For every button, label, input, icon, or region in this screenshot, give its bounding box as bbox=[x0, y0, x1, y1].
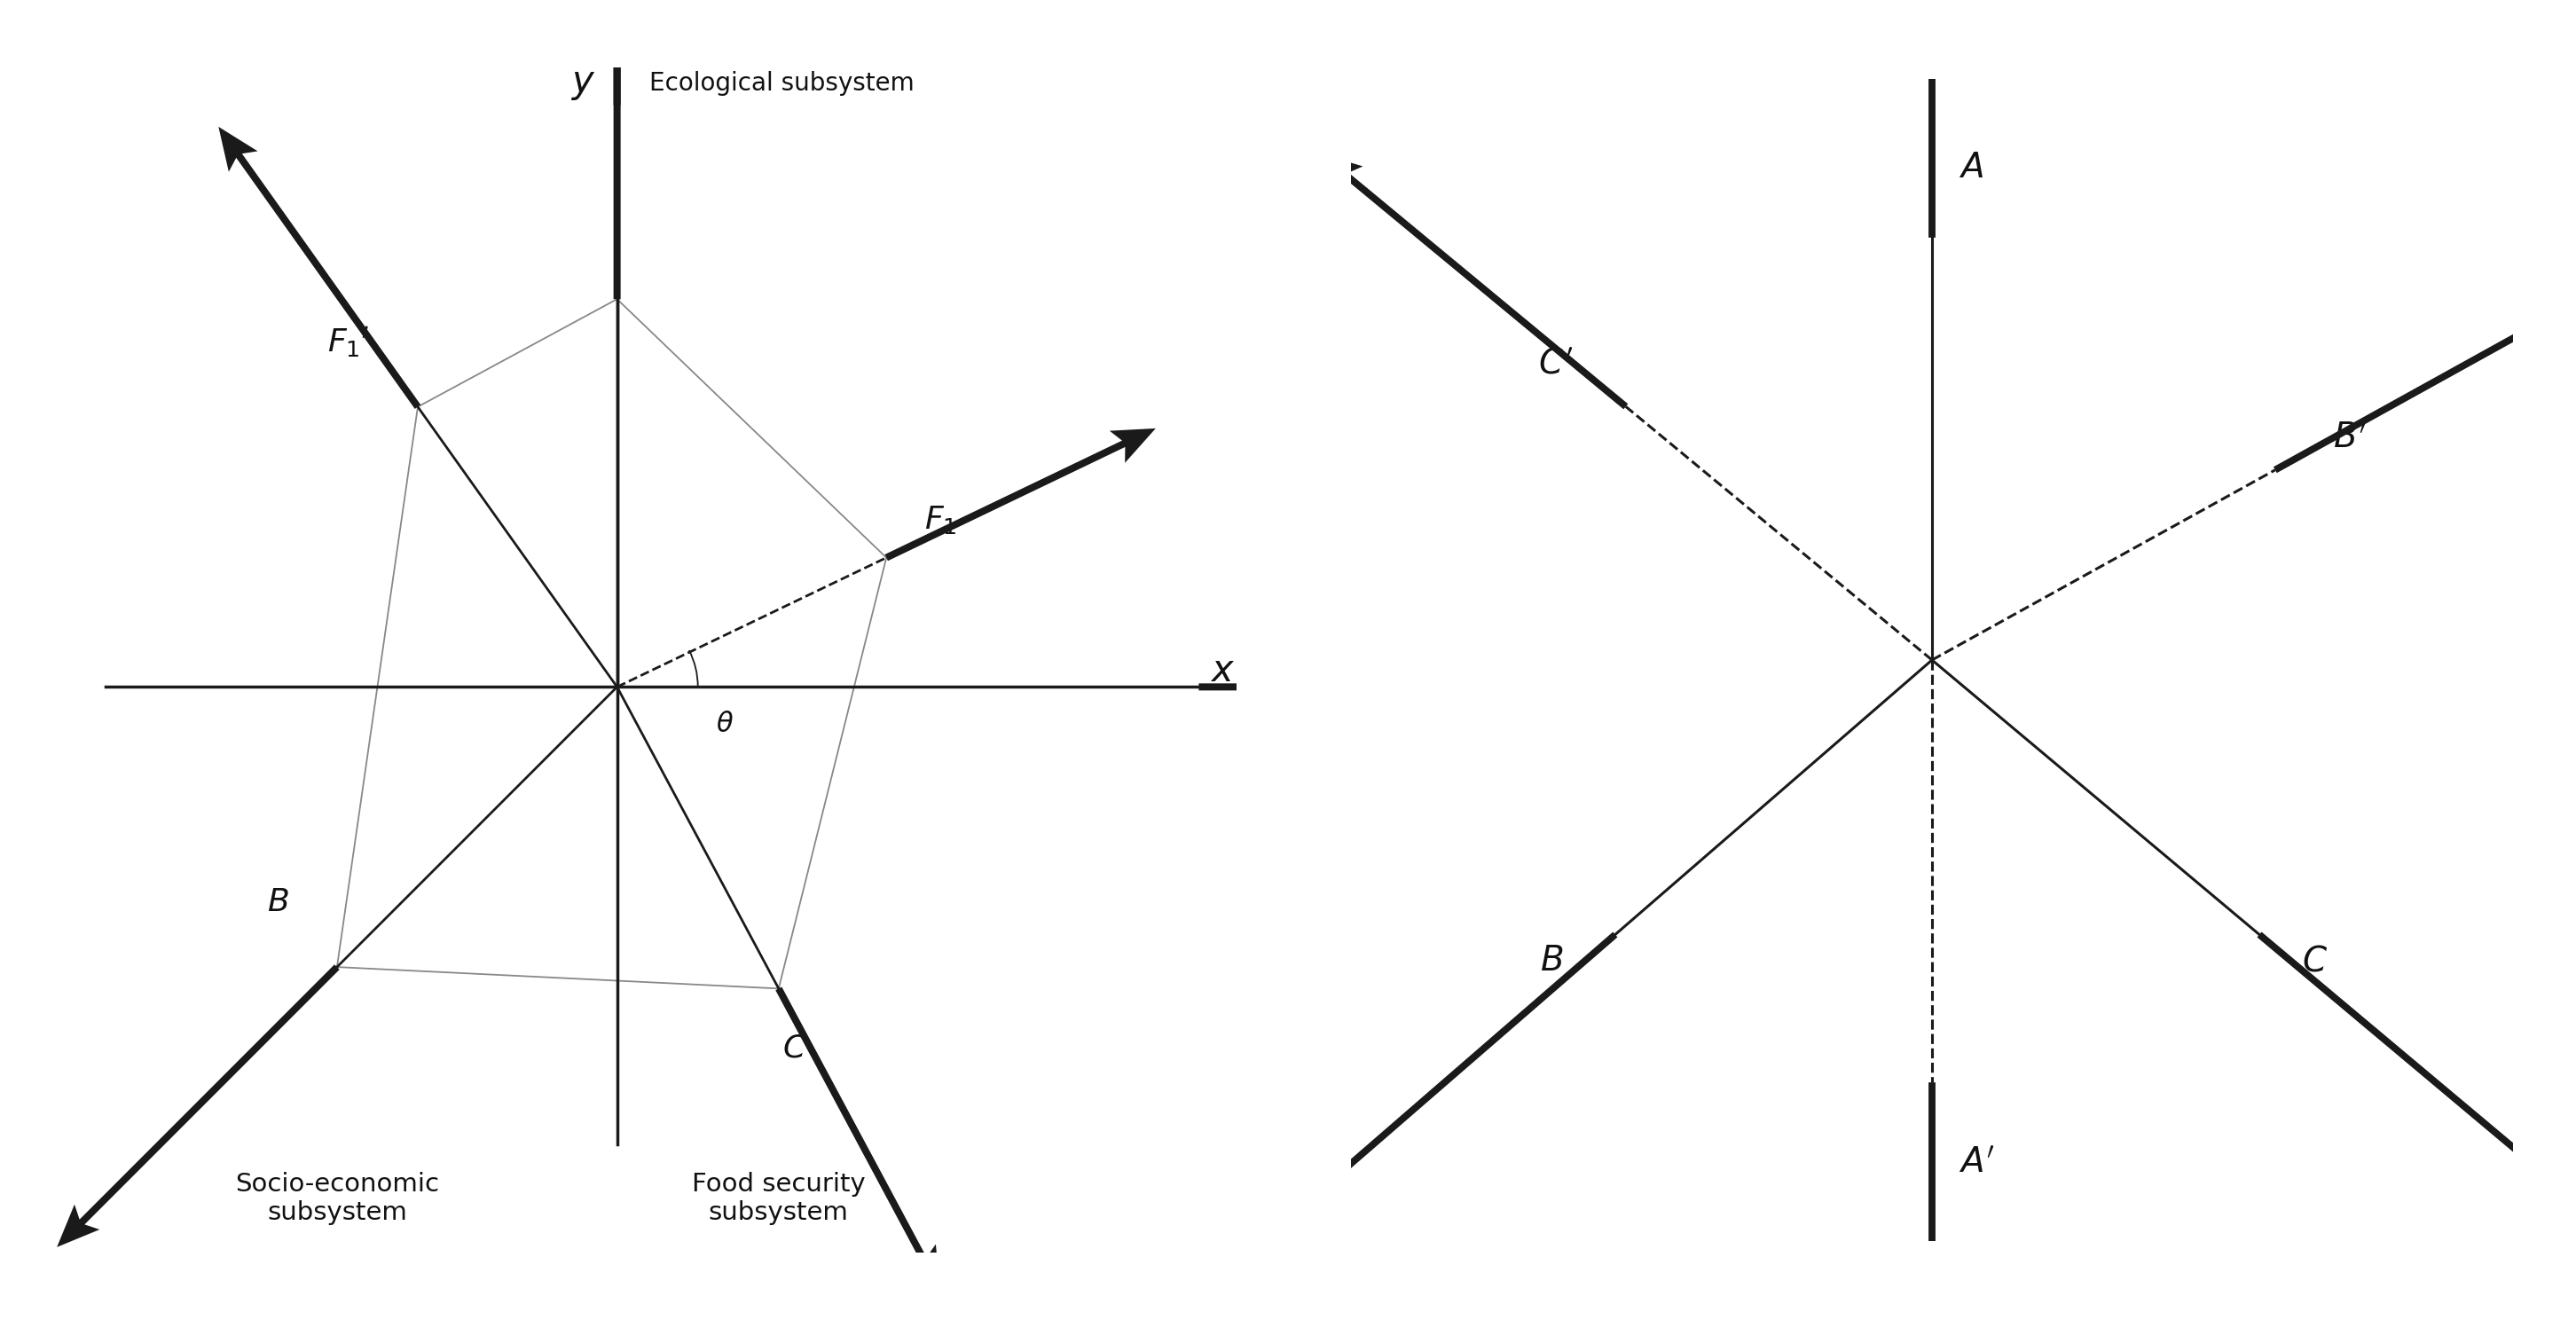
Text: Ecological subsystem: Ecological subsystem bbox=[649, 71, 914, 96]
Text: $A'$: $A'$ bbox=[1958, 1146, 1994, 1180]
Text: $B$: $B$ bbox=[1540, 944, 1564, 978]
Text: $A$: $A$ bbox=[1958, 150, 1984, 185]
Text: $C'$: $C'$ bbox=[1538, 347, 1574, 381]
Text: $F_1{}'$: $F_1{}'$ bbox=[327, 325, 368, 359]
Text: $F_1$: $F_1$ bbox=[925, 504, 956, 536]
Text: $B$: $B$ bbox=[268, 887, 289, 917]
Text: $\theta$: $\theta$ bbox=[716, 711, 734, 738]
Text: $B'$: $B'$ bbox=[2334, 421, 2367, 455]
Text: Socio-economic
subsystem: Socio-economic subsystem bbox=[234, 1172, 438, 1225]
Text: $C$: $C$ bbox=[2300, 944, 2326, 978]
Text: Food security
subsystem: Food security subsystem bbox=[693, 1172, 866, 1225]
Text: $y$: $y$ bbox=[569, 65, 595, 102]
Text: $x$: $x$ bbox=[1211, 652, 1234, 689]
Text: $C$: $C$ bbox=[783, 1032, 806, 1063]
